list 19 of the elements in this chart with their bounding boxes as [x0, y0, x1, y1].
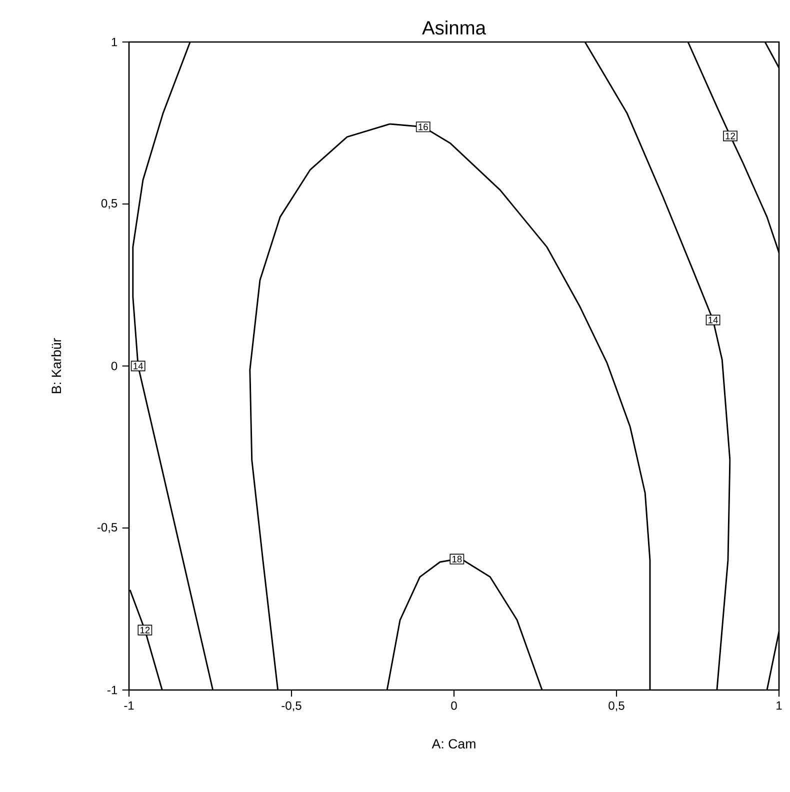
x-tick-label: -1 [124, 701, 134, 710]
chart-title: Asinma [422, 20, 486, 35]
x-tick-label: -0,5 [282, 701, 302, 712]
y-axis-title: B: Karbür [51, 338, 62, 394]
y-tick-label: 0,5 [101, 199, 118, 209]
y-tick-label: 0 [111, 362, 118, 370]
x-tick-label: 0,5 [608, 701, 624, 712]
y-tick-label: -0,5 [97, 523, 118, 533]
series-label: 14 [708, 316, 718, 324]
series-label: 12 [726, 132, 735, 140]
series-label: 12 [140, 626, 150, 634]
legend-label: 14 [134, 362, 144, 370]
y-tick-label: 1 [112, 38, 118, 46]
x-tick-label: 0 [451, 701, 457, 710]
y-tick-label: -1 [107, 686, 118, 694]
series-label: 16 [418, 124, 428, 130]
series-label: 18 [452, 556, 462, 562]
x-tick-label: 1 [776, 701, 782, 710]
x-axis-title: A: Cam [432, 739, 476, 749]
